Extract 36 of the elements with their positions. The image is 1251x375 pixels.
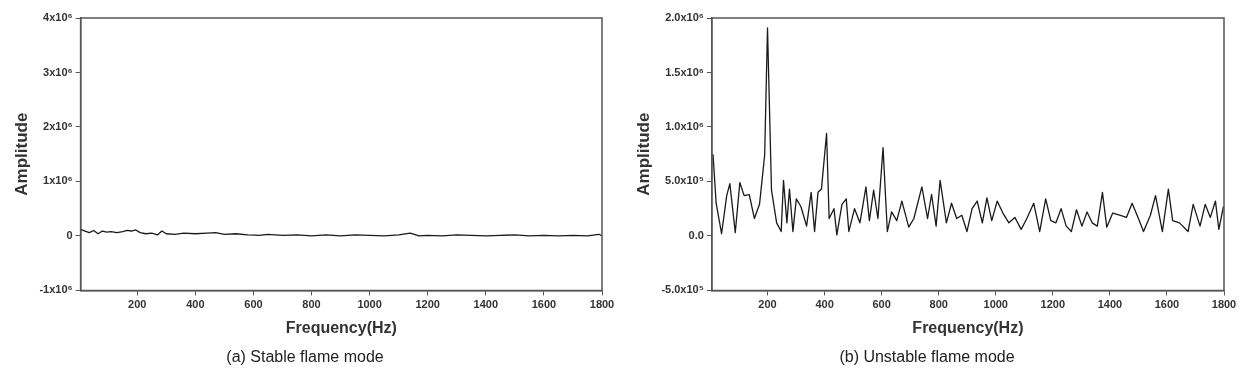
y-tick-label: 1x10⁶ bbox=[43, 174, 73, 187]
y-tick-label: 5.0x10⁵ bbox=[665, 174, 704, 187]
y-tick-label: 2.0x10⁶ bbox=[665, 11, 704, 24]
y-tick-label: 1.5x10⁶ bbox=[665, 65, 704, 78]
y-tick-label: 0.0 bbox=[688, 228, 704, 241]
y-tick-label: 2x10⁶ bbox=[43, 119, 73, 132]
x-axis-title: Frequency(Hz) bbox=[285, 318, 397, 336]
x-tick-label: 1200 bbox=[1040, 298, 1066, 311]
x-tick-label: 1000 bbox=[983, 298, 1008, 311]
x-tick-label: 200 bbox=[758, 298, 777, 311]
x-tick-label: 1400 bbox=[473, 298, 499, 311]
y-tick-label: 0 bbox=[66, 228, 73, 241]
x-axis-title: Frequency(Hz) bbox=[912, 318, 1024, 336]
y-tick-label: 3x10⁶ bbox=[43, 65, 73, 78]
text: (b) Unstable flame mode bbox=[839, 347, 1015, 365]
x-tick-label: 600 bbox=[872, 298, 891, 311]
x-tick-label: 800 bbox=[302, 298, 321, 311]
x-tick-label: 1800 bbox=[589, 298, 615, 311]
x-tick-label: 1600 bbox=[1154, 298, 1180, 311]
x-tick-label: 400 bbox=[186, 298, 205, 311]
x-tick-label: 600 bbox=[244, 298, 263, 311]
x-tick-label: 1600 bbox=[531, 298, 557, 311]
x-tick-label: 800 bbox=[929, 298, 948, 311]
y-axis-title: Amplitude bbox=[633, 112, 653, 196]
x-tick-label: 1200 bbox=[415, 298, 440, 311]
x-tick-label: 200 bbox=[128, 298, 147, 311]
x-tick-label: 1000 bbox=[357, 298, 382, 311]
text: (a) Stable flame mode bbox=[226, 347, 384, 365]
x-tick-label: 1800 bbox=[1211, 298, 1237, 311]
y-tick-label: -5.0x10⁵ bbox=[661, 283, 704, 296]
y-tick-label: -1x10⁶ bbox=[39, 283, 73, 296]
y-axis-title: Amplitude bbox=[11, 112, 31, 196]
y-tick-label: 4x10⁶ bbox=[43, 11, 73, 24]
x-tick-label: 1400 bbox=[1097, 298, 1123, 311]
y-tick-label: 1.0x10⁶ bbox=[665, 119, 704, 132]
x-tick-label: 400 bbox=[815, 298, 834, 311]
